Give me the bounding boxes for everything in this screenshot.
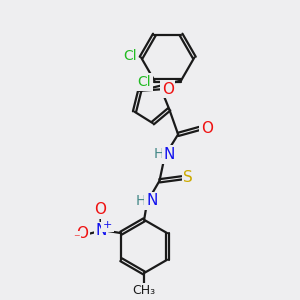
Text: Cl: Cl bbox=[137, 75, 151, 89]
Text: Cl: Cl bbox=[123, 49, 137, 63]
Text: N: N bbox=[146, 194, 158, 208]
Text: O: O bbox=[201, 121, 213, 136]
Text: H: H bbox=[154, 148, 164, 161]
Text: O: O bbox=[94, 202, 106, 217]
Text: +: + bbox=[103, 220, 112, 230]
Text: O: O bbox=[76, 226, 88, 241]
Text: ⁻: ⁻ bbox=[73, 232, 80, 245]
Text: N: N bbox=[95, 223, 107, 238]
Text: O: O bbox=[162, 82, 174, 97]
Text: H: H bbox=[136, 194, 146, 208]
Text: S: S bbox=[183, 170, 193, 185]
Text: N: N bbox=[164, 147, 175, 162]
Text: CH₃: CH₃ bbox=[133, 284, 156, 297]
